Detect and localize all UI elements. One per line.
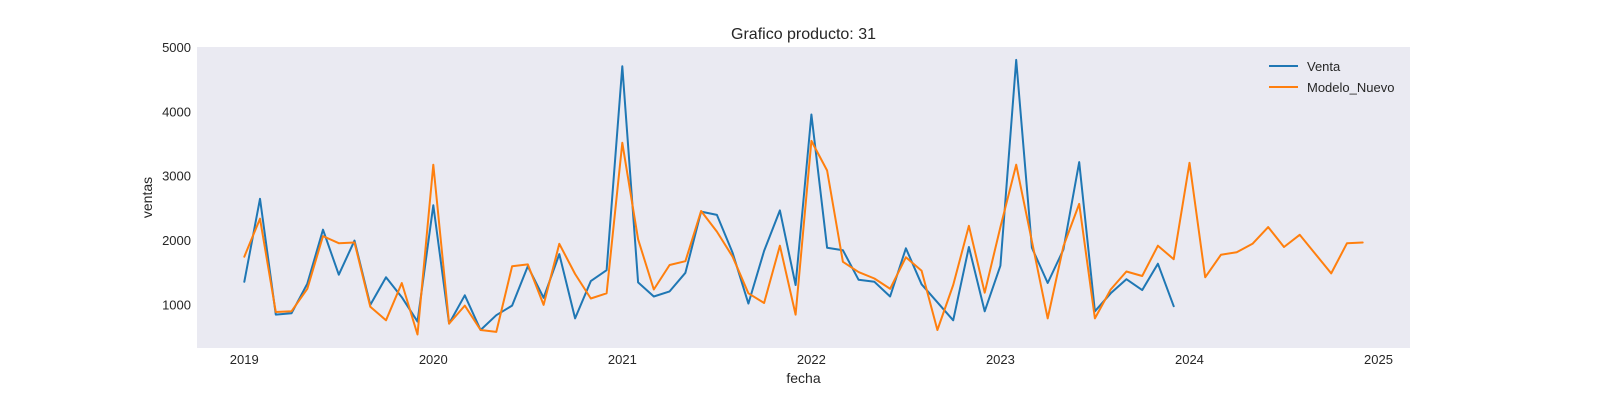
x-tick-label: 2023	[986, 352, 1015, 367]
chart-title: Grafico producto: 31	[731, 26, 876, 43]
x-tick-label: 2021	[608, 352, 637, 367]
legend-label: Modelo_Nuevo	[1307, 80, 1394, 95]
x-tick-label: 2019	[230, 352, 259, 367]
y-tick-label: 4000	[162, 104, 191, 119]
series-layer	[243, 58, 1364, 336]
legend-label: Venta	[1307, 59, 1341, 74]
y-tick-label: 5000	[162, 40, 191, 55]
y-tick-label: 1000	[162, 297, 191, 312]
y-tick-label: 3000	[162, 169, 191, 184]
y-axis: 1000 2000 3000 4000 5000	[162, 40, 191, 312]
y-tick-label: 2000	[162, 233, 191, 248]
x-tick-label: 2025	[1364, 352, 1393, 367]
x-tick-label: 2022	[797, 352, 826, 367]
series-line-venta	[243, 58, 1175, 331]
series-line-modelo-nuevo	[243, 139, 1364, 336]
legend: Venta Modelo_Nuevo	[1269, 59, 1394, 95]
x-tick-label: 2020	[419, 352, 448, 367]
x-tick-label: 2024	[1175, 352, 1204, 367]
y-axis-label: ventas	[139, 177, 155, 218]
x-axis-label: fecha	[786, 370, 820, 386]
x-axis: 2019 2020 2021 2022 2023 2024 2025	[230, 352, 1393, 367]
